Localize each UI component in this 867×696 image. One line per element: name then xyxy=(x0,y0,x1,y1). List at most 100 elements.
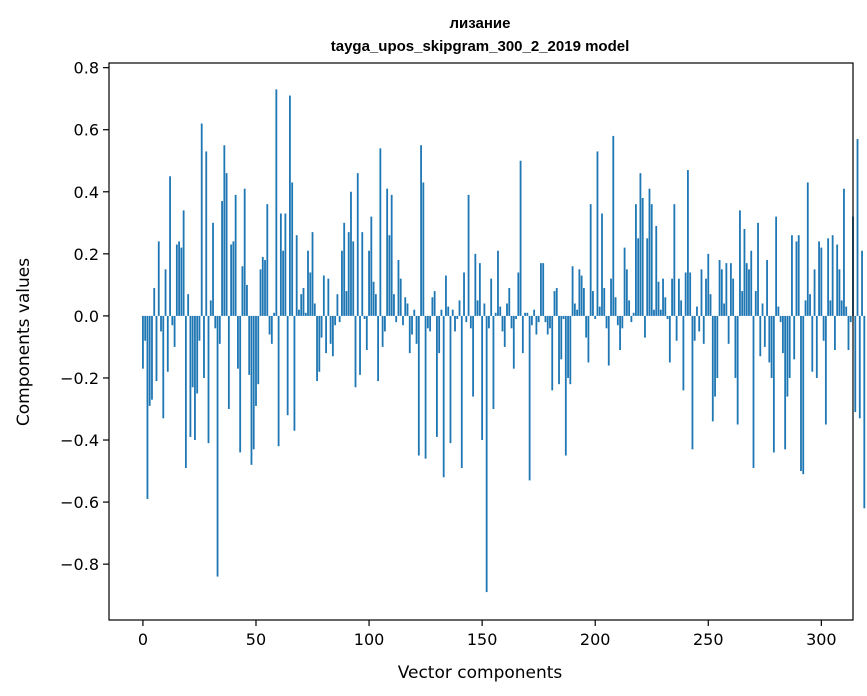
bar xyxy=(146,315,149,499)
bar xyxy=(436,315,438,437)
bar xyxy=(515,315,517,319)
y-tick-label: −0.6 xyxy=(60,493,99,512)
bar xyxy=(768,315,771,363)
bar xyxy=(426,315,429,329)
bar xyxy=(707,253,710,316)
bar xyxy=(169,176,171,316)
bar xyxy=(483,303,486,316)
bar xyxy=(499,306,502,316)
bar xyxy=(160,315,162,332)
bar xyxy=(449,315,452,444)
bar xyxy=(702,315,705,344)
bar xyxy=(189,315,192,437)
bar xyxy=(711,315,714,422)
bar xyxy=(383,315,386,332)
bar xyxy=(729,263,732,316)
bar xyxy=(585,315,588,338)
x-tick-label: 0 xyxy=(138,630,148,649)
bar xyxy=(191,315,194,388)
bar xyxy=(497,250,499,316)
bar xyxy=(662,278,664,316)
bar xyxy=(709,294,712,316)
bar xyxy=(451,309,454,316)
bar xyxy=(718,260,721,316)
bar xyxy=(849,315,852,323)
bar xyxy=(684,272,687,316)
y-tick-label: −0.2 xyxy=(60,369,99,388)
bar xyxy=(227,315,230,409)
bar xyxy=(458,300,461,316)
x-tick-label: 200 xyxy=(580,630,611,649)
y-tick-label: −0.4 xyxy=(60,431,99,450)
bar xyxy=(560,315,563,360)
y-tick-label: 0.0 xyxy=(74,307,99,326)
bar xyxy=(218,315,221,344)
bar xyxy=(793,315,796,360)
bar xyxy=(379,148,382,316)
bar xyxy=(779,315,782,323)
bar-series xyxy=(142,89,866,593)
bar xyxy=(698,315,701,332)
bar xyxy=(501,315,504,332)
bar xyxy=(512,315,515,369)
bar xyxy=(777,306,780,316)
bar xyxy=(232,241,235,316)
bar xyxy=(415,315,418,344)
bar xyxy=(806,182,809,316)
bar xyxy=(175,244,178,316)
bar xyxy=(800,315,802,472)
bar xyxy=(781,315,784,354)
bar xyxy=(761,303,764,316)
bar xyxy=(736,315,739,425)
bar xyxy=(151,315,153,400)
bar xyxy=(492,315,495,409)
bar xyxy=(551,315,554,391)
bar xyxy=(791,235,793,316)
bar xyxy=(234,194,237,316)
bar xyxy=(784,315,787,450)
bar xyxy=(481,315,484,441)
bar xyxy=(257,315,260,385)
bar xyxy=(322,275,325,316)
bar xyxy=(772,315,775,453)
bar xyxy=(510,315,513,329)
bar xyxy=(612,135,615,316)
bar xyxy=(417,315,420,456)
bar xyxy=(148,315,151,406)
bar xyxy=(635,204,637,316)
bar xyxy=(811,315,814,372)
bar xyxy=(399,278,402,316)
bar xyxy=(372,281,375,316)
bar xyxy=(363,315,366,319)
bar xyxy=(429,315,432,332)
bar xyxy=(329,315,332,344)
bar xyxy=(221,201,223,316)
bar xyxy=(705,278,707,316)
bar xyxy=(178,241,181,316)
bar xyxy=(252,315,255,450)
bar xyxy=(818,241,820,316)
bar xyxy=(291,182,294,316)
bar xyxy=(440,309,443,316)
bar xyxy=(603,287,606,316)
bar xyxy=(309,272,312,316)
bar xyxy=(214,315,217,329)
bar xyxy=(829,300,832,316)
bar xyxy=(594,315,597,319)
bar xyxy=(203,315,205,378)
bar xyxy=(377,315,380,382)
bar xyxy=(494,312,497,316)
x-tick-label: 250 xyxy=(693,630,724,649)
bar xyxy=(485,315,488,593)
bar xyxy=(734,315,737,378)
bar xyxy=(173,315,176,347)
bar xyxy=(157,241,160,316)
bar xyxy=(540,263,542,316)
bar xyxy=(838,269,841,316)
bar xyxy=(171,315,174,326)
bar xyxy=(628,300,631,316)
bar xyxy=(508,287,511,316)
bar xyxy=(325,315,327,354)
bar xyxy=(854,315,857,413)
